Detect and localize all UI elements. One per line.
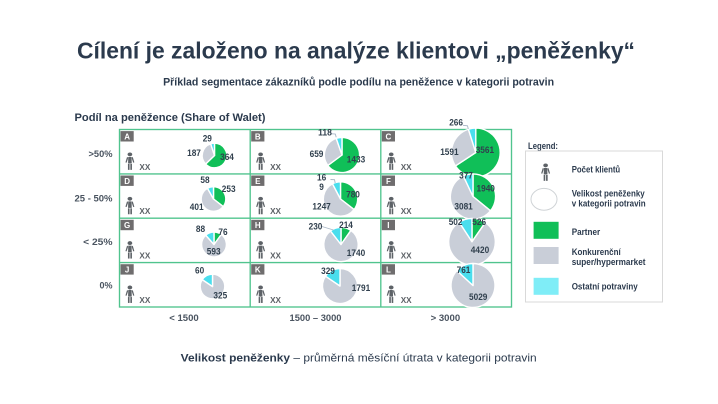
- svg-text:5029: 5029: [469, 292, 487, 302]
- svg-text:< 1500: < 1500: [169, 313, 199, 324]
- svg-text:1591: 1591: [440, 147, 458, 157]
- svg-text:1247: 1247: [312, 201, 330, 211]
- svg-text:58: 58: [200, 175, 209, 185]
- svg-text:Velikost peněženky: Velikost peněženky: [572, 189, 645, 199]
- svg-text:XX: XX: [270, 252, 281, 261]
- svg-text:E: E: [255, 177, 261, 186]
- svg-text:XX: XX: [401, 207, 412, 216]
- svg-text:< 25%: < 25%: [83, 236, 113, 247]
- svg-text:F: F: [386, 177, 391, 186]
- svg-text:1740: 1740: [347, 248, 365, 258]
- svg-text:329: 329: [321, 266, 335, 276]
- svg-text:761: 761: [457, 265, 471, 275]
- svg-text:Počet klientů: Počet klientů: [572, 164, 621, 174]
- svg-text:526: 526: [472, 217, 486, 227]
- svg-text:Příklad segmentace zákazníků p: Příklad segmentace zákazníků podle podíl…: [163, 76, 554, 88]
- svg-text:Legend:: Legend:: [528, 141, 558, 151]
- svg-text:364: 364: [220, 152, 234, 162]
- svg-text:B: B: [255, 132, 261, 141]
- svg-text:230: 230: [309, 222, 323, 232]
- svg-text:Partner: Partner: [572, 227, 601, 237]
- svg-text:25 - 50%: 25 - 50%: [75, 192, 114, 203]
- svg-text:XX: XX: [270, 296, 281, 305]
- svg-text:A: A: [124, 132, 130, 141]
- svg-text:>50%: >50%: [89, 148, 114, 159]
- svg-text:266: 266: [449, 117, 463, 127]
- svg-text:Velikost peněženky – průměrná: Velikost peněženky – průměrná měsíční út…: [181, 353, 537, 365]
- svg-text:v kategorii potravin: v kategorii potravin: [572, 198, 646, 208]
- svg-text:1940: 1940: [477, 184, 495, 194]
- svg-text:60: 60: [195, 266, 204, 276]
- svg-text:4420: 4420: [471, 245, 489, 255]
- svg-text:XX: XX: [401, 163, 412, 172]
- svg-text:9: 9: [319, 182, 324, 192]
- svg-text:G: G: [124, 221, 130, 230]
- svg-text:780: 780: [346, 190, 360, 200]
- svg-text:3081: 3081: [454, 202, 472, 212]
- svg-text:88: 88: [196, 224, 205, 234]
- svg-text:253: 253: [222, 184, 236, 194]
- svg-text:C: C: [386, 132, 392, 141]
- svg-text:Ostatní potraviny: Ostatní potraviny: [572, 282, 638, 292]
- svg-text:Konkurenční: Konkurenční: [572, 247, 622, 257]
- svg-text:XX: XX: [139, 296, 150, 305]
- svg-text:377: 377: [459, 170, 473, 180]
- svg-text:659: 659: [310, 149, 324, 159]
- svg-text:29: 29: [203, 133, 212, 143]
- svg-text:1433: 1433: [347, 155, 365, 165]
- svg-text:Cílení je založeno na analýze: Cílení je založeno na analýze klientovi …: [77, 38, 635, 64]
- svg-text:I: I: [387, 221, 389, 230]
- svg-text:187: 187: [187, 148, 201, 158]
- svg-text:super/hypermarket: super/hypermarket: [572, 257, 646, 267]
- svg-text:XX: XX: [270, 163, 281, 172]
- svg-text:1500 – 3000: 1500 – 3000: [290, 313, 342, 324]
- svg-text:K: K: [255, 266, 261, 275]
- svg-text:325: 325: [213, 290, 227, 300]
- svg-text:D: D: [124, 177, 130, 186]
- svg-text:118: 118: [318, 128, 332, 138]
- svg-text:XX: XX: [401, 296, 412, 305]
- svg-text:XX: XX: [270, 207, 281, 216]
- svg-text:> 3000: > 3000: [431, 313, 461, 324]
- svg-text:XX: XX: [139, 207, 150, 216]
- svg-text:214: 214: [339, 220, 353, 230]
- svg-text:Podíl na peněžence (Share of W: Podíl na peněžence (Share of Walet): [75, 112, 266, 124]
- svg-text:401: 401: [190, 202, 204, 212]
- svg-text:593: 593: [207, 247, 221, 257]
- svg-text:3561: 3561: [476, 145, 494, 155]
- svg-text:XX: XX: [401, 252, 412, 261]
- svg-text:J: J: [125, 266, 129, 275]
- svg-text:XX: XX: [139, 252, 150, 261]
- svg-text:0%: 0%: [100, 280, 114, 291]
- svg-text:502: 502: [449, 217, 463, 227]
- svg-text:XX: XX: [139, 163, 150, 172]
- svg-text:L: L: [386, 266, 391, 275]
- svg-text:1791: 1791: [352, 283, 370, 293]
- svg-text:16: 16: [317, 173, 326, 183]
- svg-text:H: H: [255, 221, 261, 230]
- svg-text:76: 76: [218, 227, 227, 237]
